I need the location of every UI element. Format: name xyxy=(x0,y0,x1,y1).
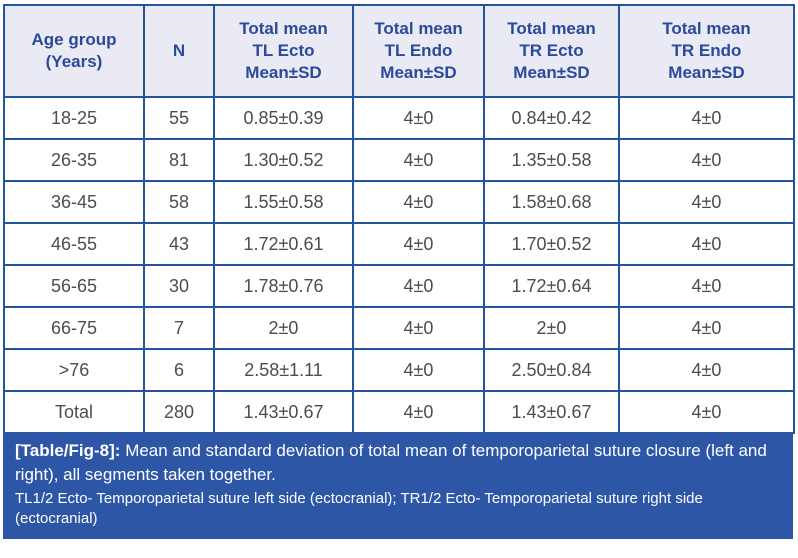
header-line: TL Endo xyxy=(384,41,453,60)
cell-tl-endo: 4±0 xyxy=(352,96,485,140)
header-line: TR Ecto xyxy=(519,41,584,60)
cell-tl-ecto: 0.85±0.39 xyxy=(213,96,354,140)
cell-age-group: 36-45 xyxy=(3,180,145,224)
header-line: Total mean xyxy=(507,19,596,38)
col-header-tl-ecto: Total mean TL Ecto Mean±SD xyxy=(213,4,354,98)
results-table: Age group (Years) N Total mean TL Ecto M… xyxy=(3,4,795,434)
cell-tr-ecto: 1.70±0.52 xyxy=(483,222,620,266)
cell-age-group: 66-75 xyxy=(3,306,145,350)
header-line: Total mean xyxy=(374,19,463,38)
cell-tr-endo: 4±0 xyxy=(618,96,795,140)
table-header: Age group (Years) N Total mean TL Ecto M… xyxy=(3,4,795,98)
header-line: N xyxy=(172,41,186,60)
table-row: 26-35 81 1.30±0.52 4±0 1.35±0.58 4±0 xyxy=(3,138,795,182)
cell-tr-ecto: 2.50±0.84 xyxy=(483,348,620,392)
table-figure: Age group (Years) N Total mean TL Ecto M… xyxy=(3,4,795,539)
caption-footnote: TL1/2 Ecto- Temporoparietal suture left … xyxy=(15,490,703,527)
cell-tr-endo: 4±0 xyxy=(618,264,795,308)
cell-age-group: 56-65 xyxy=(3,264,145,308)
col-header-tr-ecto: Total mean TR Ecto Mean±SD xyxy=(483,4,620,98)
header-line: Mean±SD xyxy=(245,63,322,82)
header-line: TL Ecto xyxy=(252,41,315,60)
table-row: 56-65 30 1.78±0.76 4±0 1.72±0.64 4±0 xyxy=(3,264,795,308)
cell-tl-endo: 4±0 xyxy=(352,222,485,266)
cell-tr-ecto: 1.35±0.58 xyxy=(483,138,620,182)
cell-tl-ecto: 1.43±0.67 xyxy=(213,390,354,434)
cell-tr-endo: 4±0 xyxy=(618,390,795,434)
cell-tl-ecto: 2±0 xyxy=(213,306,354,350)
cell-tl-ecto: 1.30±0.52 xyxy=(213,138,354,182)
cell-tl-endo: 4±0 xyxy=(352,264,485,308)
table-row: 46-55 43 1.72±0.61 4±0 1.70±0.52 4±0 xyxy=(3,222,795,266)
table-row-total: Total 280 1.43±0.67 4±0 1.43±0.67 4±0 xyxy=(3,390,795,434)
col-header-tr-endo: Total mean TR Endo Mean±SD xyxy=(618,4,795,98)
cell-tl-ecto: 1.72±0.61 xyxy=(213,222,354,266)
header-line: Total mean xyxy=(662,19,751,38)
cell-n: 6 xyxy=(143,348,215,392)
cell-age-group: 18-25 xyxy=(3,96,145,140)
cell-tr-endo: 4±0 xyxy=(618,348,795,392)
cell-age-group: 46-55 xyxy=(3,222,145,266)
table-caption: [Table/Fig-8]: Mean and standard deviati… xyxy=(3,432,793,539)
cell-tl-ecto: 2.58±1.11 xyxy=(213,348,354,392)
cell-tr-ecto: 2±0 xyxy=(483,306,620,350)
cell-n: 58 xyxy=(143,180,215,224)
cell-tl-endo: 4±0 xyxy=(352,180,485,224)
caption-label: [Table/Fig-8]: xyxy=(15,441,121,460)
header-row: Age group (Years) N Total mean TL Ecto M… xyxy=(3,4,795,98)
cell-tr-ecto: 1.58±0.68 xyxy=(483,180,620,224)
header-line: Mean±SD xyxy=(380,63,457,82)
header-line: (Years) xyxy=(45,52,103,71)
caption-main: [Table/Fig-8]: Mean and standard deviati… xyxy=(15,439,781,487)
header-line: Age group xyxy=(31,30,117,49)
cell-n: 30 xyxy=(143,264,215,308)
cell-n: 81 xyxy=(143,138,215,182)
table-row: 66-75 7 2±0 4±0 2±0 4±0 xyxy=(3,306,795,350)
cell-tr-ecto: 1.43±0.67 xyxy=(483,390,620,434)
table-row: 18-25 55 0.85±0.39 4±0 0.84±0.42 4±0 xyxy=(3,96,795,140)
cell-tl-endo: 4±0 xyxy=(352,138,485,182)
cell-tr-ecto: 0.84±0.42 xyxy=(483,96,620,140)
cell-tr-endo: 4±0 xyxy=(618,138,795,182)
cell-tl-endo: 4±0 xyxy=(352,306,485,350)
cell-tl-ecto: 1.78±0.76 xyxy=(213,264,354,308)
table-body: 18-25 55 0.85±0.39 4±0 0.84±0.42 4±0 26-… xyxy=(3,96,795,434)
col-header-n: N xyxy=(143,4,215,98)
cell-age-group: >76 xyxy=(3,348,145,392)
caption-text: Mean and standard deviation of total mea… xyxy=(15,441,767,484)
cell-n: 7 xyxy=(143,306,215,350)
cell-tr-endo: 4±0 xyxy=(618,306,795,350)
header-line: Mean±SD xyxy=(513,63,590,82)
cell-n: 55 xyxy=(143,96,215,140)
cell-tr-endo: 4±0 xyxy=(618,222,795,266)
header-line: Total mean xyxy=(239,19,328,38)
col-header-age-group: Age group (Years) xyxy=(3,4,145,98)
cell-tr-ecto: 1.72±0.64 xyxy=(483,264,620,308)
col-header-tl-endo: Total mean TL Endo Mean±SD xyxy=(352,4,485,98)
header-line: TR Endo xyxy=(671,41,742,60)
table-row: >76 6 2.58±1.11 4±0 2.50±0.84 4±0 xyxy=(3,348,795,392)
cell-tl-endo: 4±0 xyxy=(352,390,485,434)
table-row: 36-45 58 1.55±0.58 4±0 1.58±0.68 4±0 xyxy=(3,180,795,224)
cell-tl-ecto: 1.55±0.58 xyxy=(213,180,354,224)
cell-n: 280 xyxy=(143,390,215,434)
cell-age-group: 26-35 xyxy=(3,138,145,182)
header-line: Mean±SD xyxy=(668,63,745,82)
cell-age-group: Total xyxy=(3,390,145,434)
cell-tr-endo: 4±0 xyxy=(618,180,795,224)
cell-n: 43 xyxy=(143,222,215,266)
cell-tl-endo: 4±0 xyxy=(352,348,485,392)
